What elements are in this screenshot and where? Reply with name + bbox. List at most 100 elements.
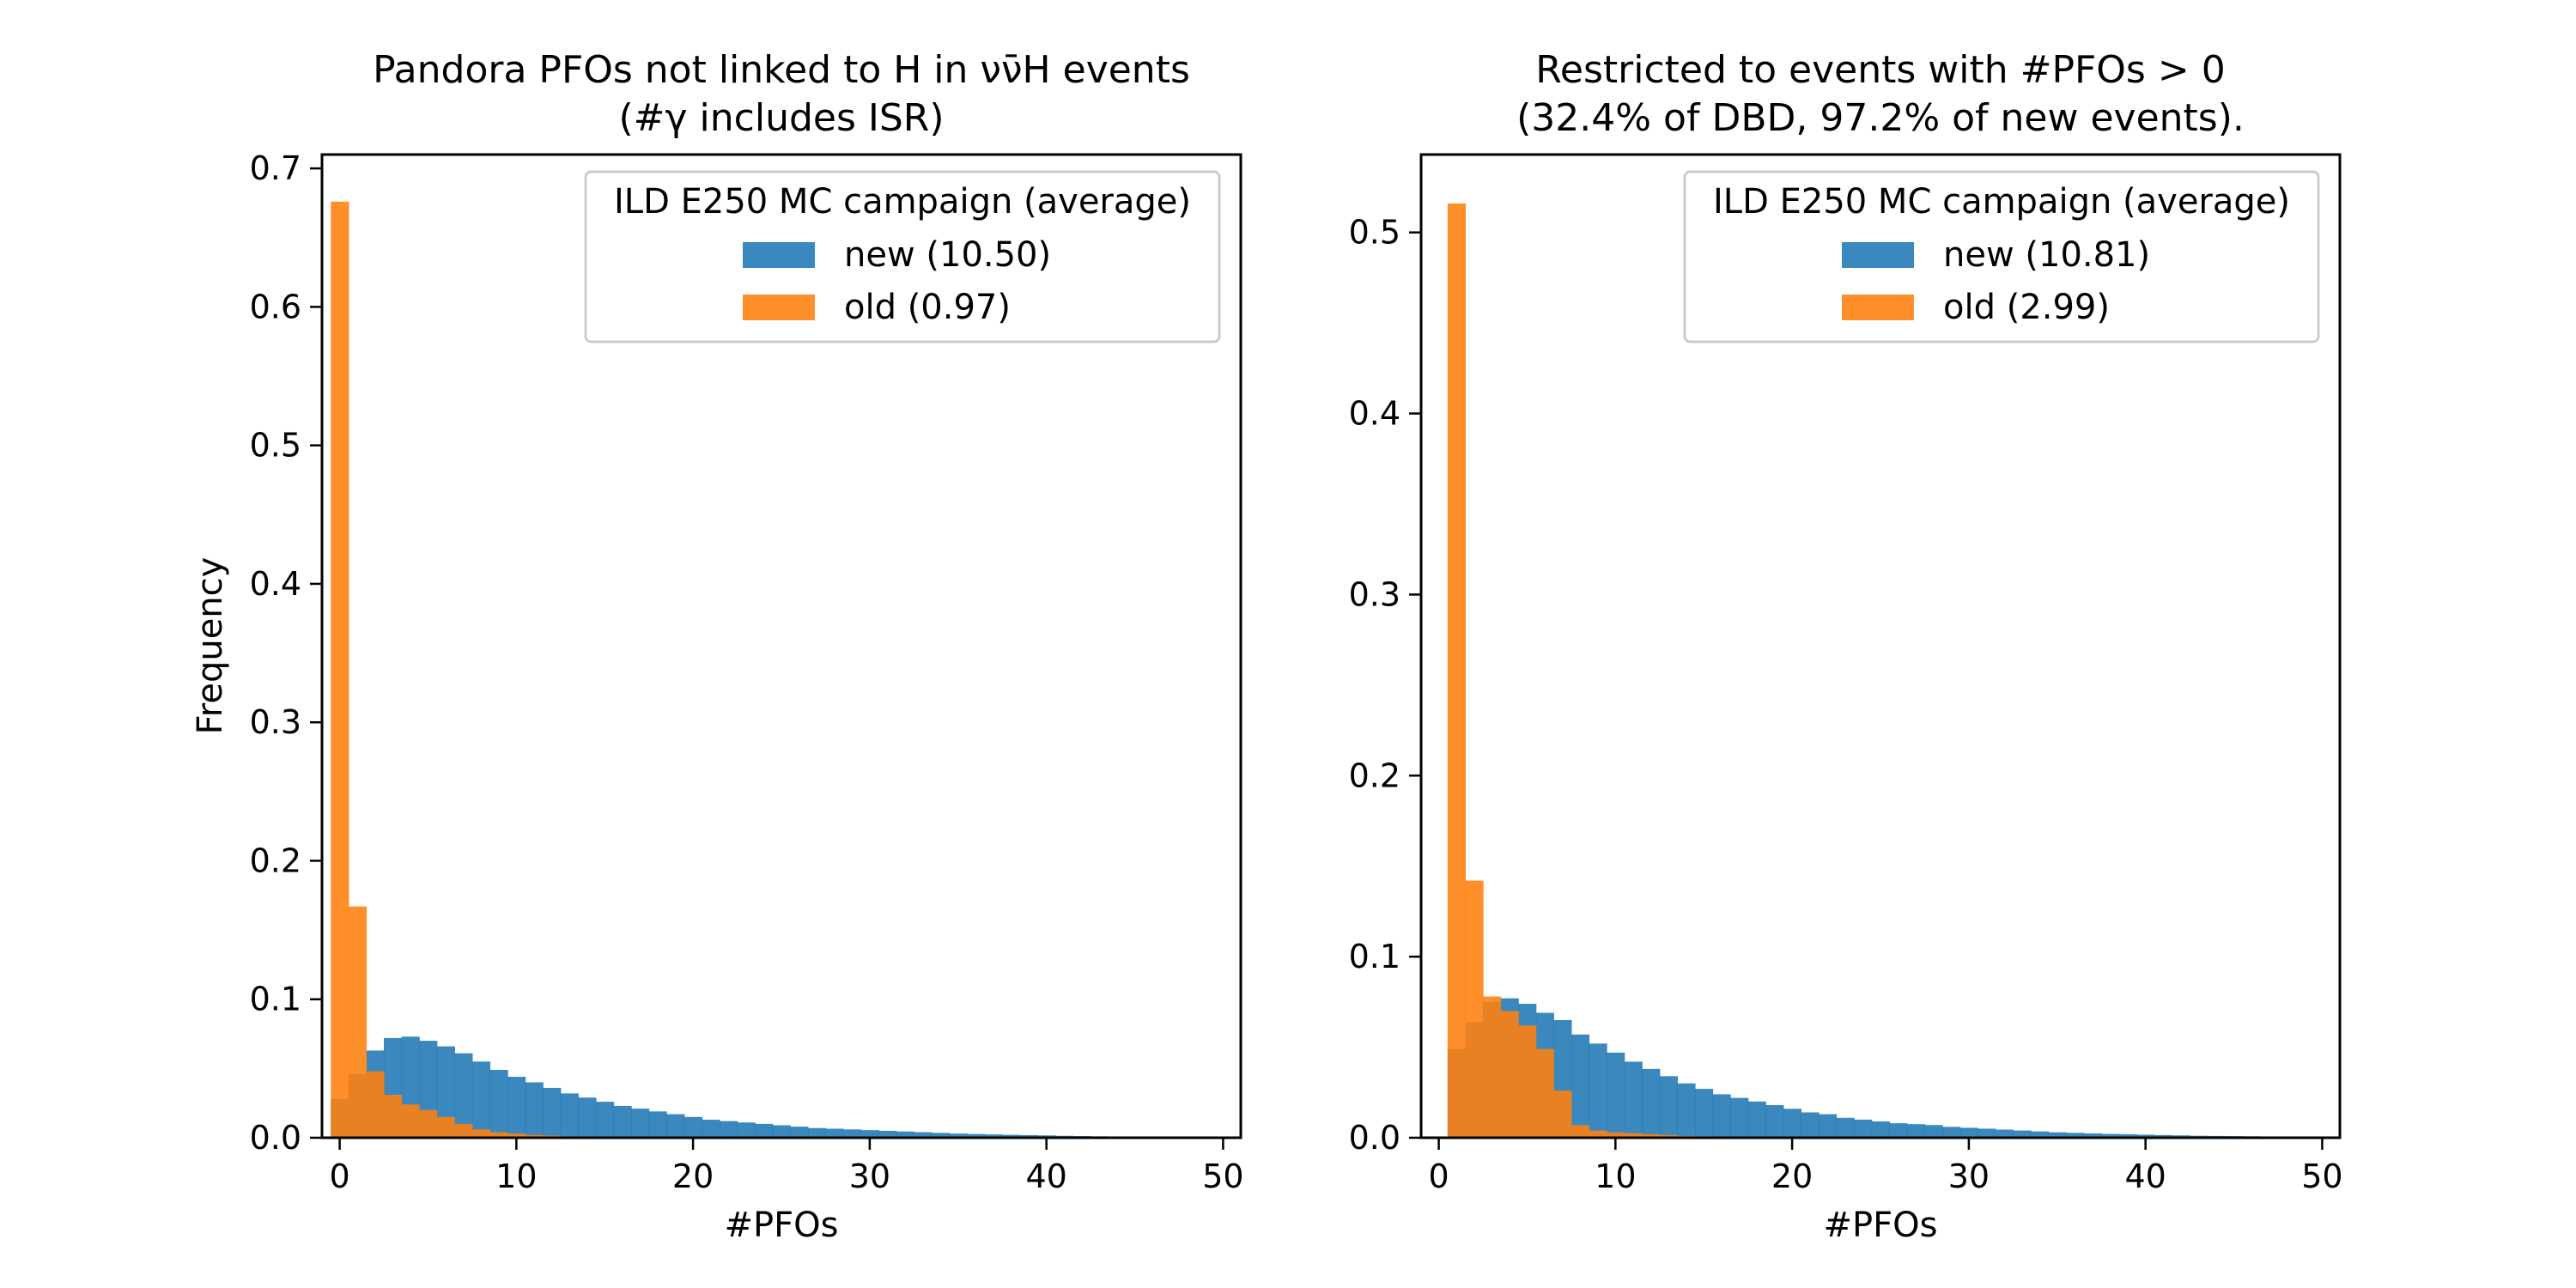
right-x-axis: 0 10 20 30 40 50 xyxy=(1428,1138,2343,1195)
left-chart-subtitle: (#γ includes ISR) xyxy=(618,96,944,140)
left-bar-new-30 xyxy=(860,1130,879,1138)
right-bar-new-29 xyxy=(1959,1127,1978,1138)
left-bar-new-33 xyxy=(914,1132,933,1138)
left-bar-new-28 xyxy=(825,1128,844,1138)
left-y-tick-label: 0.2 xyxy=(250,841,301,879)
right-bar-new-23 xyxy=(1854,1119,1873,1138)
left-bar-new-15 xyxy=(595,1102,615,1138)
right-bar-new-37 xyxy=(2101,1133,2120,1138)
left-bar-old-8 xyxy=(471,1129,491,1138)
left-bar-new-9 xyxy=(489,1069,508,1138)
left-bar-old-3 xyxy=(384,1095,403,1138)
left-bar-old-1 xyxy=(348,906,368,1138)
left-y-tick-label: 0.3 xyxy=(250,703,301,741)
right-bar-new-39 xyxy=(2136,1134,2155,1138)
right-chart-subtitle: (32.4% of DBD, 97.2% of new events). xyxy=(1516,96,2245,140)
right-histogram-panel: Restricted to events with #PFOs > 0 (32.… xyxy=(1349,48,2343,1245)
right-bar-new-26 xyxy=(1906,1124,1926,1138)
right-bar-old-6 xyxy=(1553,1091,1572,1138)
right-bar-new-14 xyxy=(1694,1089,1714,1138)
left-y-axis: 0.0 0.1 0.2 0.3 0.4 0.5 0.6 0.7 xyxy=(250,149,322,1157)
right-bar-old-8 xyxy=(1589,1130,1607,1138)
left-bar-new-19 xyxy=(666,1114,685,1138)
right-legend-new-swatch xyxy=(1842,242,1914,268)
left-y-tick-label: 0.0 xyxy=(250,1119,301,1157)
left-bar-old-11 xyxy=(525,1134,544,1138)
right-bar-new-24 xyxy=(1871,1121,1890,1138)
left-plot-frame xyxy=(320,153,1242,1139)
left-bar-old-2 xyxy=(366,1071,385,1138)
right-x-tick-label: 20 xyxy=(1771,1157,1813,1195)
right-x-tick-label: 10 xyxy=(1595,1157,1636,1195)
right-bar-new-32 xyxy=(2013,1130,2032,1138)
left-legend: ILD E250 MC campaign (average) new (10.5… xyxy=(584,170,1221,343)
right-bar-new-12 xyxy=(1659,1076,1678,1138)
right-bar-old-4 xyxy=(1518,1025,1537,1138)
left-x-tick-label: 20 xyxy=(672,1157,714,1195)
right-y-tick-label: 0.4 xyxy=(1349,395,1400,433)
right-bar-new-21 xyxy=(1818,1114,1838,1138)
right-bar-new-35 xyxy=(2066,1133,2085,1138)
left-bar-old-5 xyxy=(419,1109,438,1138)
left-bar-old-7 xyxy=(454,1123,473,1138)
left-bar-new-23 xyxy=(737,1122,756,1138)
left-chart-title: Pandora PFOs not linked to H in νν̄H eve… xyxy=(373,48,1190,92)
left-legend-new-swatch xyxy=(743,242,815,268)
right-bar-new-33 xyxy=(2030,1131,2050,1138)
left-x-tick-label: 50 xyxy=(1202,1157,1243,1195)
right-bar-new-10 xyxy=(1624,1061,1643,1138)
right-bars xyxy=(1447,203,2314,1139)
left-bar-new-16 xyxy=(613,1105,632,1138)
left-x-tick-label: 40 xyxy=(1025,1157,1066,1195)
right-bar-new-8 xyxy=(1589,1043,1607,1138)
left-bar-new-7 xyxy=(454,1053,473,1138)
left-bars xyxy=(331,201,1180,1139)
left-bar-old-10 xyxy=(507,1133,526,1138)
right-bar-new-28 xyxy=(1942,1127,1961,1138)
right-bar-new-40 xyxy=(2154,1134,2173,1138)
right-legend-new-label: new (10.81) xyxy=(1943,235,2150,275)
right-legend-old-label: old (2.99) xyxy=(1943,288,2110,327)
right-bar-new-9 xyxy=(1607,1052,1625,1138)
left-bar-new-18 xyxy=(648,1111,667,1138)
right-legend-title: ILD E250 MC campaign (average) xyxy=(1713,182,2290,222)
left-x-tick-label: 10 xyxy=(495,1157,537,1195)
left-bar-old-6 xyxy=(436,1116,455,1138)
left-bar-new-24 xyxy=(755,1123,774,1138)
left-bar-new-14 xyxy=(578,1097,597,1138)
left-bar-old-9 xyxy=(489,1132,508,1138)
left-bar-new-22 xyxy=(719,1121,738,1138)
right-x-tick-label: 40 xyxy=(2124,1157,2166,1195)
right-y-tick-label: 0.5 xyxy=(1349,214,1400,252)
left-bar-new-12 xyxy=(543,1087,562,1138)
left-bar-new-20 xyxy=(683,1116,703,1138)
right-bar-old-11 xyxy=(1642,1133,1661,1138)
left-bar-new-39 xyxy=(1019,1134,1038,1138)
left-bar-old-4 xyxy=(401,1104,420,1138)
left-legend-old-label: old (0.97) xyxy=(844,288,1011,327)
right-legend-old-swatch xyxy=(1842,295,1914,320)
right-bar-old-0 xyxy=(1447,203,1467,1139)
left-bar-new-36 xyxy=(967,1133,986,1138)
left-legend-title: ILD E250 MC campaign (average) xyxy=(614,182,1191,222)
right-bar-new-20 xyxy=(1801,1112,1820,1138)
left-bar-new-13 xyxy=(560,1093,579,1138)
right-y-tick-label: 0.1 xyxy=(1349,938,1400,975)
right-x-tick-label: 50 xyxy=(2301,1157,2342,1195)
left-bar-new-8 xyxy=(471,1061,491,1138)
left-y-tick-label: 0.7 xyxy=(250,149,301,187)
left-bar-new-31 xyxy=(878,1130,897,1138)
right-bar-new-16 xyxy=(1730,1097,1749,1138)
right-y-axis: 0.0 0.1 0.2 0.3 0.4 0.5 xyxy=(1349,214,1421,1157)
right-bar-new-34 xyxy=(2048,1132,2067,1138)
right-bar-new-38 xyxy=(2118,1133,2137,1138)
right-bar-old-7 xyxy=(1571,1125,1590,1138)
right-plot-frame xyxy=(1419,153,2342,1139)
right-x-tick-label: 0 xyxy=(1428,1157,1449,1195)
right-bar-new-18 xyxy=(1765,1105,1784,1138)
right-bar-old-5 xyxy=(1535,1048,1554,1138)
left-x-tick-label: 30 xyxy=(849,1157,890,1195)
right-bar-new-22 xyxy=(1836,1117,1855,1138)
left-legend-new-label: new (10.50) xyxy=(844,235,1051,275)
right-x-axis-label: #PFOs xyxy=(1824,1206,1938,1245)
